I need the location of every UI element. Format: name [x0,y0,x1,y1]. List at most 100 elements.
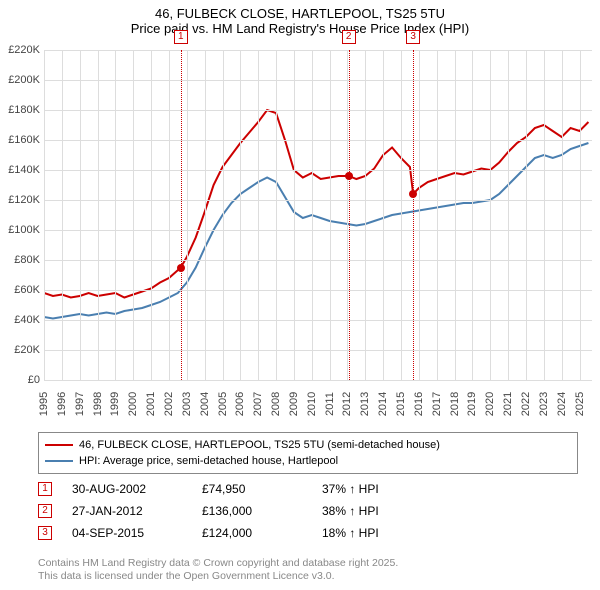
gridline-h [44,110,592,111]
legend-swatch [45,444,73,446]
gridline-h [44,50,592,51]
marker-dot [345,172,353,180]
footer-line-2: This data is licensed under the Open Gov… [38,570,578,584]
footer-line-1: Contains HM Land Registry data © Crown c… [38,557,578,571]
gridline-v [544,50,545,380]
yaxis-tick-label: £180K [0,104,40,116]
xaxis-tick-label: 2003 [181,392,193,416]
datapoint-row: 2 27-JAN-2012£136,00038% ↑ HPI [38,500,578,522]
xaxis-tick-label: 2008 [270,392,282,416]
xaxis-tick-label: 2025 [574,392,586,416]
gridline-v [169,50,170,380]
legend-box: 46, FULBECK CLOSE, HARTLEPOOL, TS25 5TU … [38,432,578,474]
gridline-h [44,290,592,291]
yaxis-tick-label: £200K [0,74,40,86]
gridline-v [223,50,224,380]
datapoint-pct: 38% ↑ HPI [322,504,442,518]
yaxis-tick-label: £220K [0,44,40,56]
gridline-v [187,50,188,380]
yaxis-tick-label: £60K [0,284,40,296]
gridline-v [437,50,438,380]
marker-label-box: 2 [342,30,356,44]
xaxis-tick-label: 2016 [413,392,425,416]
yaxis-tick-label: £20K [0,344,40,356]
yaxis-tick-label: £40K [0,314,40,326]
gridline-h [44,350,592,351]
gridline-v [383,50,384,380]
yaxis-tick-label: £140K [0,164,40,176]
gridline-v [562,50,563,380]
datapoint-row: 304-SEP-2015£124,00018% ↑ HPI [38,522,578,544]
datapoint-date: 27-JAN-2012 [72,504,202,518]
marker-label-box: 3 [406,30,420,44]
gridline-v [44,50,45,380]
yaxis-tick-label: £0 [0,374,40,386]
datapoint-date: 04-SEP-2015 [72,526,202,540]
footer-attribution: Contains HM Land Registry data © Crown c… [38,557,578,584]
xaxis-tick-label: 2024 [556,392,568,416]
xaxis-tick-label: 2012 [341,392,353,416]
legend-row: 46, FULBECK CLOSE, HARTLEPOOL, TS25 5TU … [45,437,571,453]
xaxis-tick-label: 2011 [324,392,336,416]
xaxis-tick-label: 1998 [92,392,104,416]
gridline-v [401,50,402,380]
xaxis-tick-label: 1996 [56,392,68,416]
xaxis-tick-label: 2017 [431,392,443,416]
xaxis-tick-label: 2006 [234,392,246,416]
chart-subtitle: Price paid vs. HM Land Registry's House … [0,21,600,36]
gridline-v [80,50,81,380]
xaxis-tick-label: 2014 [377,392,389,416]
datapoint-pct: 37% ↑ HPI [322,482,442,496]
series-line [44,110,588,298]
xaxis-tick-label: 2004 [199,392,211,416]
gridline-v [330,50,331,380]
xaxis-tick-label: 2005 [217,392,229,416]
datapoint-marker: 1 [38,482,52,496]
chart-title: 46, FULBECK CLOSE, HARTLEPOOL, TS25 5TU [0,0,600,21]
chart-area: 123 £0 £20K £40K £60K £80K £100K £120K £140K £16… [0,42,600,420]
gridline-h [44,80,592,81]
gridline-v [508,50,509,380]
xaxis-tick-label: 2021 [502,392,514,416]
datapoint-price: £136,000 [202,504,322,518]
gridline-v [62,50,63,380]
gridline-v [98,50,99,380]
gridline-h [44,230,592,231]
gridline-v [419,50,420,380]
xaxis-tick-label: 2009 [288,392,300,416]
yaxis-tick-label: £120K [0,194,40,206]
legend-label: HPI: Average price, semi-detached house,… [79,455,338,467]
gridline-h [44,380,592,381]
datapoint-row: 130-AUG-2002£74,95037% ↑ HPI [38,478,578,500]
gridline-v [115,50,116,380]
xaxis-tick-label: 2020 [484,392,496,416]
gridline-v [151,50,152,380]
gridline-h [44,200,592,201]
yaxis-tick-label: £160K [0,134,40,146]
gridline-v [276,50,277,380]
xaxis-tick-label: 2010 [306,392,318,416]
marker-dot [409,190,417,198]
xaxis-tick-label: 2002 [163,392,175,416]
gridline-h [44,170,592,171]
yaxis-tick-label: £100K [0,224,40,236]
gridline-v [294,50,295,380]
gridline-v [312,50,313,380]
gridline-v [205,50,206,380]
plot-region: 123 [44,50,592,380]
gridline-v [455,50,456,380]
plot-svg [44,50,592,380]
yaxis-tick-label: £80K [0,254,40,266]
xaxis-tick-label: 2015 [395,392,407,416]
legend-swatch [45,460,73,462]
xaxis-tick-label: 2013 [359,392,371,416]
gridline-v [472,50,473,380]
marker-line [349,50,350,380]
xaxis-tick-label: 1999 [109,392,121,416]
legend-label: 46, FULBECK CLOSE, HARTLEPOOL, TS25 5TU … [79,439,440,451]
xaxis-tick-label: 2001 [145,392,157,416]
gridline-h [44,260,592,261]
xaxis-tick-label: 1995 [38,392,50,416]
gridline-v [240,50,241,380]
datapoint-marker: 2 [38,504,52,518]
